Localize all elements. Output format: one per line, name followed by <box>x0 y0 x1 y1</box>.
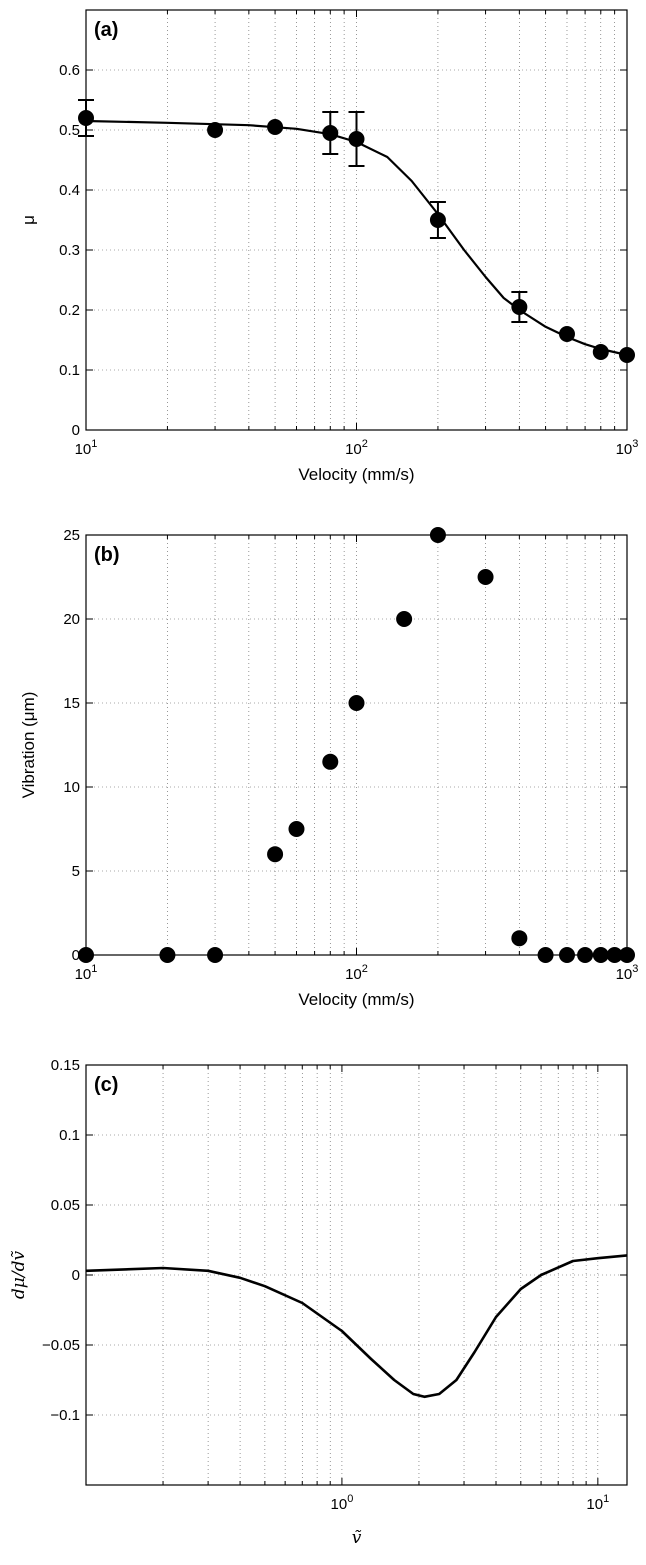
y-tick-label: 0.1 <box>59 362 80 379</box>
plot-frame <box>85 1064 628 1486</box>
x-tick-label: 101 <box>75 963 98 983</box>
y-tick-label: 0 <box>72 422 80 439</box>
y-tick-label: −0.05 <box>42 1337 80 1354</box>
derivative-curve-line <box>85 1254 628 1399</box>
plot-area <box>86 10 627 430</box>
data-point <box>511 299 528 315</box>
panel-b: 0 5 10 15 20 25 101 102 103 (b) Velocity (mm/s) Vib… <box>19 527 638 1009</box>
y-tick-label: 0.6 <box>59 62 80 79</box>
data-point <box>619 347 635 363</box>
panel-a: 0 0.1 0.2 0.3 0.4 0.5 0.6 101 102 103 (a) Velocity … <box>19 9 639 484</box>
data-point <box>429 527 446 543</box>
x-tick-label: 102 <box>345 963 368 983</box>
data-point <box>267 846 284 863</box>
plot-area <box>86 1065 627 1485</box>
data-point <box>288 821 305 837</box>
y-axis-label: μ <box>19 215 38 225</box>
y-tick-label: −0.1 <box>50 1407 80 1424</box>
panel-c: 0.15 0.1 0.05 0 −0.05 −0.1 100 101 (c) ṽ dμ/dṽ <box>9 1057 628 1548</box>
data-point <box>207 947 224 963</box>
data-point <box>159 947 176 963</box>
y-tick-label: 0.2 <box>59 302 80 319</box>
x-tick-label: 102 <box>345 438 368 458</box>
y-tick-label: 0.05 <box>51 1197 80 1214</box>
data-point <box>267 119 284 135</box>
plot-frame <box>85 9 628 431</box>
data-point <box>619 947 635 963</box>
y-axis-label: Vibration (μm) <box>19 692 38 799</box>
y-tick-label: 25 <box>63 527 80 544</box>
y-tick-label: 10 <box>63 779 80 796</box>
y-axis-label: dμ/dṽ <box>9 1251 29 1300</box>
y-tick-label: 0 <box>72 1267 80 1284</box>
data-point <box>348 695 365 711</box>
x-axis-label: Velocity (mm/s) <box>298 465 414 484</box>
plot-frame <box>85 534 628 956</box>
x-tick-label: 103 <box>616 438 639 458</box>
data-point <box>78 947 94 963</box>
y-tick-label: 0.15 <box>51 1057 80 1074</box>
x-tick-label: 101 <box>586 1493 609 1513</box>
y-tick-label: 0 <box>72 947 80 964</box>
data-point <box>537 947 554 963</box>
y-tick-label: 15 <box>63 695 80 712</box>
x-axis-label: Velocity (mm/s) <box>298 990 414 1009</box>
data-point <box>592 344 609 360</box>
data-point <box>322 753 339 770</box>
data-point <box>558 947 575 963</box>
data-point <box>78 110 94 126</box>
plot-area <box>86 535 627 955</box>
data-point <box>207 122 224 138</box>
y-tick-label: 0.1 <box>59 1127 80 1144</box>
data-point <box>558 326 575 342</box>
y-tick-label: 0.3 <box>59 242 80 259</box>
x-axis-label: ṽ <box>352 1528 362 1548</box>
data-point <box>606 947 623 963</box>
data-point <box>348 131 365 147</box>
y-tick-label: 0.5 <box>59 122 80 139</box>
panel-label: (c) <box>94 1074 118 1096</box>
x-tick-label: 100 <box>331 1493 354 1513</box>
panel-label: (b) <box>94 544 120 566</box>
data-point <box>477 569 494 585</box>
data-point <box>322 125 339 141</box>
data-point <box>577 947 594 963</box>
x-tick-label: 103 <box>616 963 639 983</box>
y-tick-label: 0.4 <box>59 182 80 199</box>
y-tick-label: 5 <box>72 863 80 880</box>
data-point <box>511 930 528 947</box>
x-tick-label: 101 <box>75 438 98 458</box>
y-tick-label: 20 <box>63 611 80 628</box>
data-point <box>429 212 446 228</box>
data-point <box>396 611 413 627</box>
data-point <box>592 947 609 963</box>
panel-label: (a) <box>94 19 118 41</box>
